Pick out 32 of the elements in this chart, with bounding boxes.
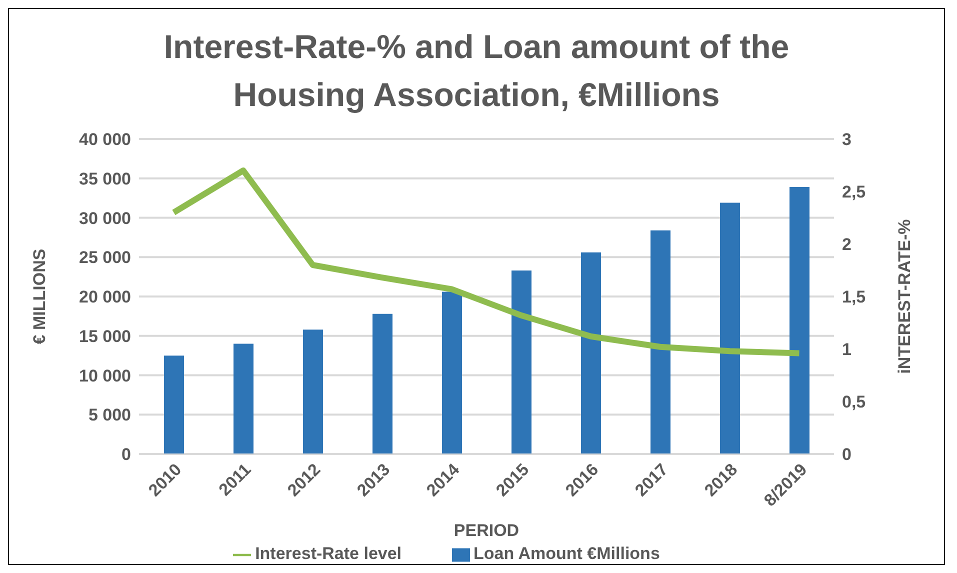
bar: [303, 330, 323, 454]
y-tick-label: 40 000: [79, 130, 131, 150]
chart-title: Interest-Rate-% and Loan amount of the Housing Association, €Millions: [162, 27, 790, 115]
y-tick-label: 15 000: [79, 326, 131, 346]
y2-tick-label: 2,5: [842, 182, 866, 202]
y-tick-label: 0: [122, 445, 131, 464]
y2-tick-label: 1: [842, 340, 852, 360]
y2-tick-label: 3: [842, 130, 852, 150]
y2-tick-label: 0: [842, 445, 852, 464]
bar: [512, 270, 532, 454]
bar: [234, 344, 254, 454]
x-axis-title: PERIOD: [454, 521, 520, 540]
y-tick-label: 25 000: [79, 248, 131, 268]
y2-tick-label: 0,5: [842, 392, 866, 412]
bar: [581, 252, 601, 454]
y2-tick-label: 1,5: [842, 288, 866, 307]
y2-tick-label: 2: [842, 235, 852, 254]
bar: [442, 292, 462, 454]
y2-axis-title: iNTEREST-RATE-%: [895, 219, 914, 374]
legend-label: Interest-Rate level: [255, 544, 402, 563]
y-tick-label: 20 000: [79, 288, 131, 307]
y-axis-title: € MILLIONS: [30, 248, 50, 344]
bar: [790, 187, 810, 454]
y-tick-label: 35 000: [79, 169, 131, 188]
y-tick-label: 30 000: [79, 208, 131, 228]
bar: [720, 202, 740, 454]
y-tick-label: 10 000: [79, 366, 131, 386]
y-tick-label: 5 000: [88, 406, 131, 425]
legend-label: Loan Amount €Millions: [474, 544, 660, 563]
bar: [164, 356, 184, 454]
bar: [650, 230, 670, 454]
bar: [372, 314, 392, 454]
